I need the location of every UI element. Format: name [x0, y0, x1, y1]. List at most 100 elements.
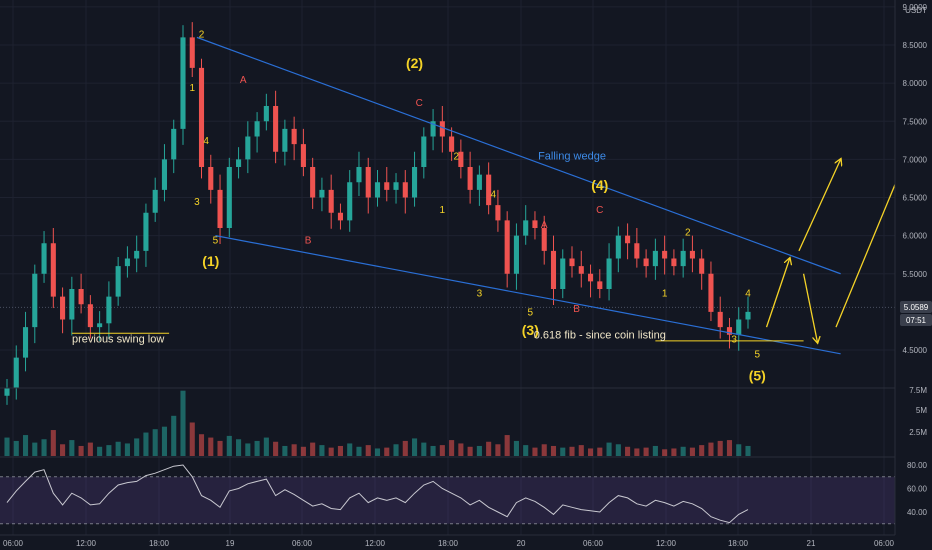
candle-body: [587, 273, 594, 282]
volume-bar: [523, 445, 529, 456]
candle-body: [152, 189, 158, 213]
price-tick-label: 6.5000: [903, 194, 928, 203]
candle-body: [171, 128, 177, 160]
candle-body: [699, 258, 705, 274]
volume-bar: [143, 432, 149, 456]
candle-body: [273, 106, 279, 152]
candle-body: [374, 182, 381, 198]
time-axis[interactable]: 06:00 12:00 18:00 19 06:00 12:00 18:00 20 06:00 1…: [0, 534, 895, 548]
volume-bar: [708, 442, 714, 456]
candle-body: [421, 136, 427, 167]
candle-body: [597, 281, 603, 289]
volume-bar: [513, 440, 519, 456]
volume-bar: [171, 415, 177, 456]
volume-bar: [671, 448, 677, 456]
volume-bar: [328, 447, 334, 456]
volume-bar: [643, 447, 649, 456]
volume-bar: [587, 448, 594, 456]
wave-labels: 2 1 4 3 5 (1) A B (2) C 2 1 4 3 5 (3) A B (4) C 2 1 4 3 5 (5) Fall…: [72, 29, 766, 383]
volume-bar: [319, 445, 325, 456]
price-tick-label: 8.0000: [903, 79, 928, 88]
projection-arrow: [765, 259, 790, 328]
candle-body: [680, 250, 686, 267]
rsi-line: [6, 464, 749, 524]
time-tick-label: 12:00: [365, 539, 386, 548]
volume-tick-label: 7.5M: [909, 386, 927, 395]
grid-lines: [0, 0, 895, 535]
candle-body: [254, 121, 260, 137]
price-pane[interactable]: 2 1 4 3 5 (1) A B (2) C 2 1 4 3 5 (3) A B (4) C 2 1 4 3 5 (5) Fall…: [4, 22, 905, 456]
candle-body: [513, 235, 519, 274]
price-tick-label: 9.0000: [903, 3, 928, 12]
wave-label: (1): [202, 253, 219, 269]
candle-body: [106, 296, 112, 324]
volume-bar: [300, 446, 306, 456]
rsi-tick-label: 60.00: [907, 485, 928, 494]
candle-body: [430, 121, 436, 137]
candle-body: [615, 235, 621, 259]
candle-body: [486, 174, 492, 206]
volume-bar: [198, 434, 205, 456]
time-tick-label: 06:00: [874, 539, 895, 548]
volume-bar: [495, 444, 501, 456]
wave-label: B: [573, 304, 580, 315]
time-tick-label: 20: [517, 539, 526, 548]
volume-bar: [50, 430, 56, 456]
wave-label: B: [305, 235, 312, 246]
volume-bar: [115, 441, 121, 456]
candle-body: [97, 323, 103, 328]
rsi-pane[interactable]: [0, 464, 895, 525]
candle-body: [726, 327, 733, 335]
candle-body: [671, 258, 677, 267]
volume-bar: [625, 446, 631, 456]
candle-body: [337, 212, 343, 221]
price-axis[interactable]: 9.0000 8.5000 8.0000 7.5000 7.0000 6.5000 6.00…: [894, 0, 932, 550]
drawing-overlays: [71, 36, 906, 355]
volume-bar: [78, 445, 84, 456]
time-tick-label: 06:00: [3, 539, 24, 548]
candle-body: [161, 159, 168, 190]
annotation-text: 0.618 fib - since coin listing: [534, 330, 666, 342]
rsi-tick-label: 40.00: [907, 508, 928, 517]
volume-bar: [662, 449, 668, 456]
wave-label: C: [416, 98, 423, 109]
rsi-band: [0, 476, 895, 524]
volume-bar: [97, 446, 103, 456]
volume-bar: [41, 439, 47, 456]
volume-bar: [13, 440, 19, 456]
candle-body: [532, 220, 538, 228]
annotation-text: Falling wedge: [538, 150, 606, 162]
time-tick-label: 21: [807, 539, 816, 548]
volume-bar: [384, 447, 390, 456]
volume-bar: [726, 440, 733, 456]
volume-bar: [412, 438, 418, 456]
candle-body: [134, 250, 140, 259]
candle-body: [198, 67, 205, 167]
candle-body: [578, 266, 584, 274]
candle-body: [365, 167, 371, 198]
volume-bar: [365, 445, 371, 456]
volume-bar: [476, 445, 482, 456]
volume-bar: [217, 440, 223, 456]
volume-bar: [22, 435, 29, 456]
candle-body: [180, 37, 186, 129]
wave-label: 3: [477, 289, 483, 300]
volume-bar: [310, 442, 316, 456]
volume-bar: [736, 444, 742, 456]
volume-bar: [124, 443, 130, 456]
volume-bar: [402, 440, 408, 456]
wave-label: (4): [591, 177, 608, 193]
wave-label: A: [541, 220, 548, 231]
volume-bar: [263, 437, 269, 456]
price-axis-bg: [895, 0, 932, 550]
wave-label: C: [596, 205, 603, 216]
volume-bar: [680, 446, 686, 456]
volume-bar: [615, 444, 621, 456]
bar-countdown: 07:51: [906, 316, 927, 325]
candle-body: [458, 151, 464, 167]
wave-label: 3: [194, 197, 200, 208]
candle-body: [402, 182, 408, 198]
candle-body: [310, 167, 316, 198]
candle-body: [124, 258, 130, 267]
